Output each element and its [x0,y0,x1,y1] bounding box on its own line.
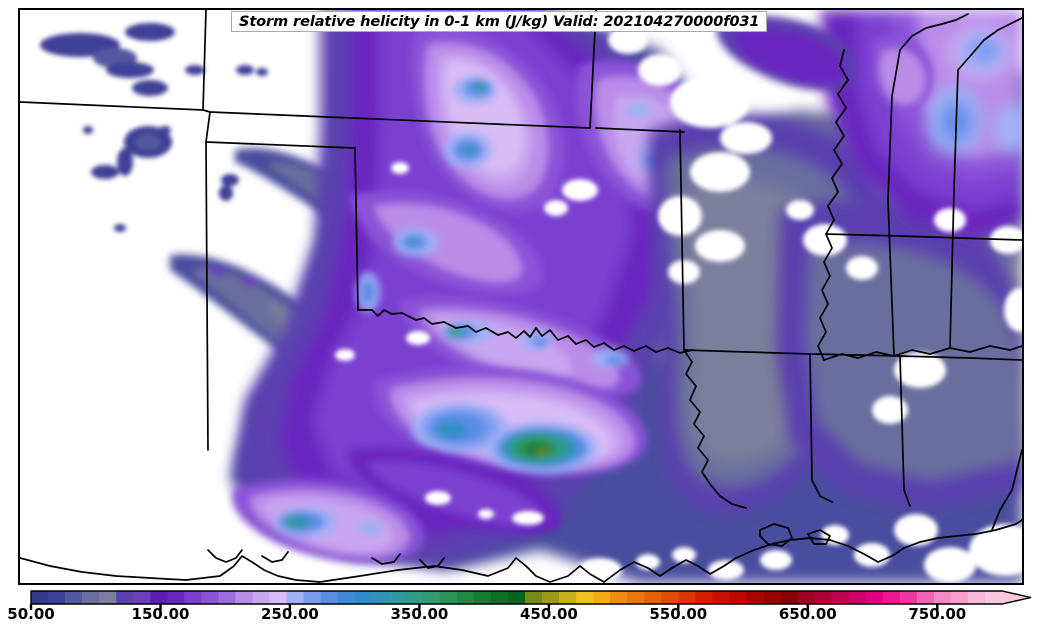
colorbar-swatch [252,591,270,604]
colorbar-swatch [48,591,66,604]
colorbar-swatch [456,591,475,604]
contour-fill-layer [20,10,1022,583]
colorbar-swatch [814,591,833,604]
colorbar-swatch [746,591,765,604]
helicity-contour-map [20,10,1022,583]
colorbar-svg [29,590,1032,610]
colorbar-swatch [712,591,730,604]
colorbar-tick-label: 150.00 [131,605,190,623]
colorbar-swatch [31,591,49,604]
map-plot-frame [18,8,1024,585]
colorbar-swatch [490,591,509,604]
colorbar-swatch [99,591,117,604]
colorbar-swatch [933,591,952,604]
state-boundaries-layer [20,10,1022,583]
colorbar-swatch [422,591,441,604]
colorbar-swatch [150,591,168,604]
colorbar-swatch [337,591,356,604]
colorbar-swatch [235,591,253,604]
colorbar-swatch [916,591,935,604]
colorbar-swatch [82,591,100,604]
colorbar-swatch [967,591,986,604]
colorbar-swatch [559,591,577,604]
colorbar-swatch [780,591,799,604]
colorbar-swatch [167,591,185,604]
colorbar-swatch [405,591,424,604]
colorbar-swatch [729,591,747,604]
colorbar-swatch [133,591,151,604]
colorbar-swatch [763,591,782,604]
colorbar-swatch [354,591,373,604]
colorbar-tick-label: 750.00 [908,605,967,623]
colorbar-swatch [610,591,628,604]
colorbar-swatch [525,591,543,604]
colorbar-swatches [31,591,1031,604]
colorbar-swatch [644,591,662,604]
colorbar-tick-label: 550.00 [649,605,708,623]
colorbar-swatch [576,591,594,604]
colorbar-swatch [627,591,645,604]
colorbar-swatch [950,591,969,604]
colorbar-swatch [661,591,679,604]
colorbar-swatch [593,591,611,604]
colorbar-swatch [65,591,83,604]
colorbar-swatch [269,591,288,604]
colorbar-swatch [678,591,696,604]
colorbar-swatch [286,591,305,604]
colorbar-tick-label: 350.00 [390,605,449,623]
colorbar-swatch [184,591,202,604]
colorbar-outline [30,590,1032,605]
colorbar-swatch [371,591,390,604]
colorbar-swatch [695,591,713,604]
colorbar-swatch [303,591,322,604]
colorbar-swatch [201,591,219,604]
colorbar-swatch [116,591,134,604]
colorbar-swatch [848,591,867,604]
colorbar-swatch [882,591,901,604]
colorbar-swatch [831,591,850,604]
colorbar-swatch [320,591,339,604]
colorbar-tick-label: 250.00 [260,605,319,623]
colorbar-swatch [797,591,816,604]
colorbar-tick-label: 50.00 [7,605,55,623]
colorbar-swatch [865,591,884,604]
colorbar-tick-label: 650.00 [778,605,837,623]
colorbar-swatch [473,591,492,604]
colorbar-swatch [507,591,526,604]
colorbar-extend-arrow [1002,591,1031,604]
colorbar-swatch [984,591,1003,604]
colorbar-swatch [218,591,236,604]
plot-title-box: Storm relative helicity in 0-1 km (J/kg)… [231,11,768,32]
page-title: Storm relative helicity in 0-1 km (J/kg)… [239,13,760,30]
colorbar-swatch [542,591,560,604]
colorbar-swatch [388,591,407,604]
colorbar: 50.00 150.00 250.00 350.00 450.00 550.00 650.0… [0,586,1037,633]
colorbar-swatch [439,591,458,604]
colorbar-swatch [899,591,918,604]
colorbar-ticks [29,604,939,610]
colorbar-tick-label: 450.00 [519,605,578,623]
